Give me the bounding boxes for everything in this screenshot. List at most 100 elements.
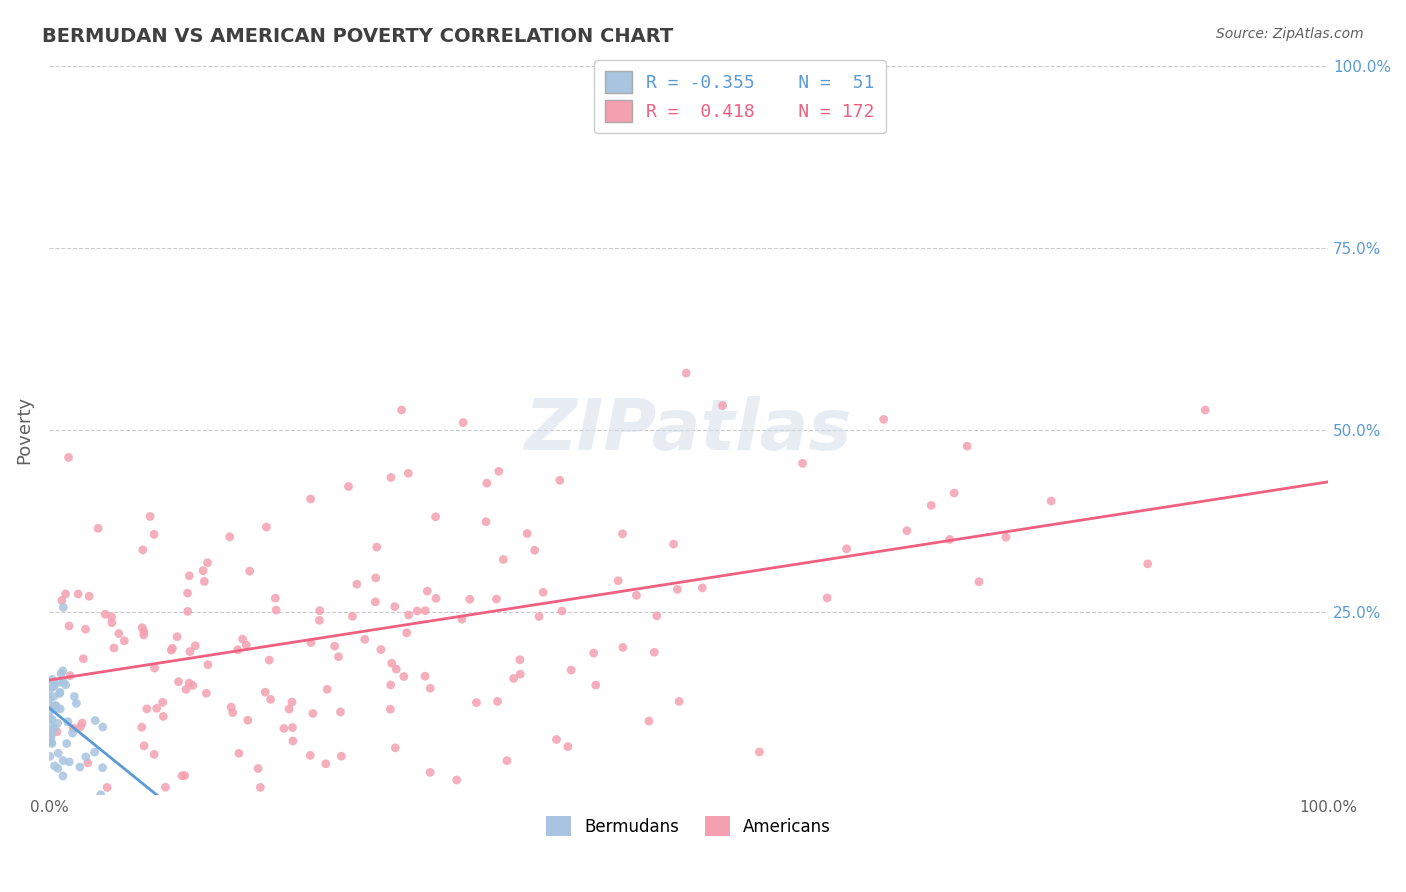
Point [413,669,436,683]
Text: ZIPatlas: ZIPatlas [524,396,852,465]
Point [239,564,262,578]
Point [155,780,177,795]
Point [668,694,690,708]
Point [582,646,605,660]
Point [396,467,419,481]
Point [994,530,1017,544]
Point [299,748,322,763]
Point [308,604,330,618]
Point [675,366,697,380]
Point [392,669,415,683]
Point [364,595,387,609]
Point [46,716,69,731]
Point [139,509,162,524]
Point [330,749,353,764]
Point [41,736,63,750]
Point [75,749,97,764]
Point [176,604,198,618]
Point [62,726,84,740]
Point [219,700,242,714]
Point [38,749,60,764]
Point [44,721,66,735]
Point [49,685,72,699]
Point [896,524,918,538]
Point [84,714,107,728]
Point [197,657,219,672]
Point [101,615,124,630]
Point [62,722,84,736]
Point [353,632,375,647]
Point [56,714,79,729]
Point [41,712,63,726]
Point [52,754,75,768]
Point [815,591,838,605]
Point [184,639,207,653]
Point [380,702,402,716]
Point [39,717,62,731]
Point [254,685,277,699]
Point [49,675,72,690]
Point [475,515,498,529]
Point [546,732,568,747]
Point [38,683,60,698]
Point [91,720,114,734]
Point [264,603,287,617]
Point [108,626,131,640]
Text: Source: ZipAtlas.com: Source: ZipAtlas.com [1216,27,1364,41]
Point [612,640,634,655]
Point [666,582,689,597]
Point [1194,403,1216,417]
Point [1040,494,1063,508]
Point [67,587,90,601]
Point [527,609,550,624]
Point [302,706,325,721]
Point [39,703,62,717]
Point [44,759,66,773]
Point [509,667,531,681]
Point [384,599,406,614]
Point [692,581,714,595]
Point [398,607,420,622]
Point [299,491,322,506]
Point [38,691,60,706]
Point [938,533,960,547]
Point [41,699,63,714]
Point [381,657,404,671]
Point [328,649,350,664]
Point [65,697,87,711]
Point [380,470,402,484]
Point [69,760,91,774]
Point [943,486,966,500]
Point [711,399,734,413]
Point [273,722,295,736]
Point [44,679,66,693]
Point [132,542,155,557]
Point [174,682,197,697]
Point [956,439,979,453]
Point [197,556,219,570]
Point [145,701,167,715]
Point [236,713,259,727]
Point [873,412,896,426]
Point [176,586,198,600]
Point [45,701,67,715]
Point [179,645,201,659]
Point [143,527,166,541]
Point [278,702,301,716]
Point [58,619,80,633]
Point [531,585,554,599]
Point [49,666,72,681]
Point [523,543,546,558]
Point [132,624,155,639]
Point [179,569,201,583]
Point [69,720,91,734]
Point [75,622,97,636]
Point [299,635,322,649]
Point [384,740,406,755]
Point [748,745,770,759]
Y-axis label: Poverty: Poverty [15,396,32,464]
Point [55,737,77,751]
Point [264,591,287,606]
Point [560,663,582,677]
Point [792,456,814,470]
